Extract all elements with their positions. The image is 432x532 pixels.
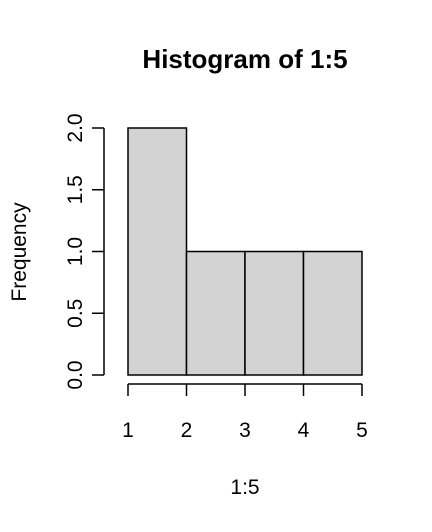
x-tick-label: 1: [122, 419, 134, 442]
chart-title: Histogram of 1:5: [142, 44, 347, 74]
x-axis-label: 1:5: [230, 476, 259, 499]
x-tick-label: 3: [239, 419, 251, 442]
y-tick-label: 1.0: [64, 237, 87, 266]
y-tick-label: 0.0: [64, 360, 87, 389]
y-axis: 0.0 0.5 1.0 1.5 2.0: [64, 113, 105, 390]
y-axis-label: Frequency: [8, 202, 31, 302]
histogram-bar-3: [244, 250, 305, 376]
x-tick-label: 2: [181, 419, 193, 442]
y-tick-label: 0.5: [64, 299, 87, 328]
x-tick-label: 4: [298, 419, 310, 442]
x-tick-label: 5: [356, 419, 368, 442]
x-axis: 1 2 3 4 5: [122, 383, 368, 442]
histogram-bar-1: [127, 127, 188, 376]
y-tick-label: 1.5: [64, 175, 87, 204]
histogram-bar-2: [185, 250, 246, 376]
bars-group: [127, 127, 363, 376]
y-tick-label: 2.0: [64, 113, 87, 142]
histogram-bar-4: [302, 250, 363, 376]
